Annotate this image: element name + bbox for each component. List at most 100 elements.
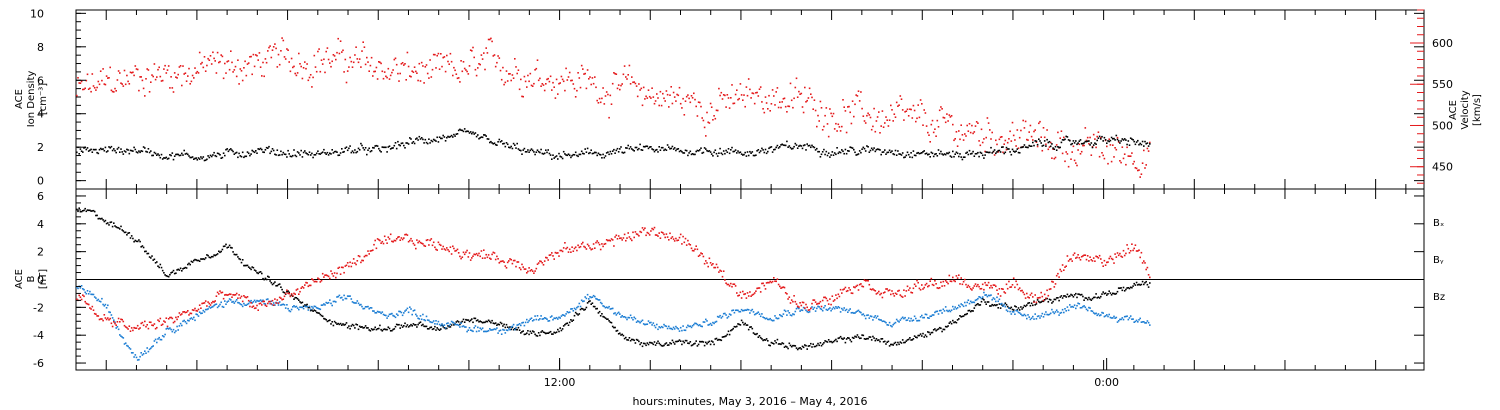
- data-point-velocity: [1008, 138, 1010, 140]
- data-point-velocity: [346, 70, 349, 72]
- data-point-b1: [474, 325, 477, 327]
- data-point-b0: [1088, 296, 1090, 299]
- data-point-density: [907, 153, 910, 156]
- data-point-b2: [400, 237, 403, 239]
- data-point-velocity: [651, 87, 653, 89]
- data-point-velocity: [1121, 146, 1124, 148]
- data-point-b2: [860, 283, 862, 285]
- data-point-b1: [1058, 314, 1060, 316]
- data-point-velocity: [869, 116, 872, 119]
- data-point-b1: [150, 347, 152, 350]
- data-point-b1: [444, 327, 447, 329]
- data-point-b1: [437, 320, 440, 323]
- data-point-b2: [494, 258, 497, 261]
- data-point-b1: [1086, 309, 1089, 312]
- data-point-velocity: [336, 51, 338, 54]
- data-point-b0: [1078, 293, 1081, 296]
- data-point-b2: [1139, 256, 1141, 259]
- data-point-b2: [447, 249, 449, 251]
- data-point-b2: [531, 270, 534, 272]
- data-point-b1: [498, 330, 501, 332]
- data-point-b0: [1129, 286, 1132, 289]
- data-point-b2: [195, 309, 197, 312]
- data-point-velocity: [450, 60, 453, 63]
- data-point-velocity: [276, 66, 279, 68]
- data-point-b2: [1109, 255, 1112, 258]
- data-point-density: [1021, 146, 1023, 149]
- data-point-density: [362, 147, 364, 149]
- data-point-b2: [524, 268, 527, 270]
- data-point-b0: [252, 266, 255, 269]
- data-point-velocity: [120, 82, 122, 84]
- data-point-b2: [904, 295, 906, 297]
- data-point-b2: [1049, 288, 1052, 290]
- data-point-b1: [668, 325, 670, 328]
- data-point-velocity: [984, 150, 986, 153]
- data-point-velocity: [128, 83, 131, 85]
- data-point-b2: [578, 246, 581, 249]
- data-point-density: [668, 146, 670, 148]
- data-point-density: [172, 158, 175, 161]
- data-point-velocity: [1097, 131, 1100, 133]
- data-point-b1: [98, 300, 101, 302]
- data-point-b2: [1089, 256, 1091, 258]
- data-point-b2: [1101, 262, 1103, 264]
- data-point-b2: [436, 249, 438, 251]
- data-point-velocity: [545, 83, 547, 85]
- data-point-b0: [570, 319, 572, 321]
- data-point-velocity: [178, 66, 181, 68]
- data-point-b1: [761, 313, 763, 315]
- data-point-velocity: [866, 114, 868, 117]
- data-point-velocity: [461, 70, 464, 73]
- data-point-b2: [394, 239, 397, 242]
- data-point-b2: [1017, 288, 1020, 291]
- data-point-density: [1023, 144, 1026, 146]
- data-point-b0: [463, 321, 466, 323]
- data-point-b1: [453, 322, 455, 324]
- data-point-b1: [346, 295, 349, 297]
- data-point-b2: [998, 288, 1001, 290]
- data-point-b1: [582, 300, 584, 303]
- data-point-b2: [255, 307, 257, 309]
- data-point-b1: [326, 302, 329, 304]
- data-point-b1: [413, 309, 416, 311]
- data-point-b1: [77, 287, 79, 290]
- data-point-b0: [496, 324, 498, 326]
- data-point-b0: [1066, 293, 1069, 296]
- data-point-density: [130, 149, 133, 152]
- data-point-density: [869, 149, 872, 152]
- data-point-density: [666, 144, 669, 146]
- data-point-velocity: [405, 79, 407, 81]
- data-point-density: [980, 152, 983, 154]
- data-point-b0: [471, 318, 473, 320]
- data-point-density: [86, 147, 89, 149]
- data-point-b0: [1065, 296, 1067, 298]
- tick-label: 550: [1432, 78, 1453, 91]
- data-point-b1: [424, 319, 427, 322]
- data-point-b2: [418, 240, 421, 242]
- data-point-density: [215, 155, 218, 158]
- data-point-b1: [1126, 315, 1128, 317]
- data-point-velocity: [841, 125, 843, 128]
- data-point-density: [622, 152, 625, 154]
- data-point-velocity: [522, 95, 524, 98]
- data-point-b0: [220, 250, 222, 253]
- data-point-density: [387, 146, 390, 148]
- data-point-b0: [523, 333, 526, 336]
- data-point-velocity: [465, 69, 467, 71]
- data-point-velocity: [625, 76, 627, 78]
- data-point-velocity: [1145, 164, 1147, 166]
- data-point-density: [1107, 140, 1109, 142]
- data-point-density: [1066, 136, 1069, 138]
- data-point-b1: [992, 297, 995, 299]
- data-point-b1: [597, 299, 600, 301]
- data-point-b0: [767, 340, 769, 342]
- data-point-velocity: [627, 74, 629, 76]
- data-point-density: [935, 153, 937, 155]
- data-point-b1: [304, 305, 306, 307]
- data-point-b0: [838, 337, 841, 339]
- data-point-velocity: [159, 75, 162, 78]
- data-point-density: [561, 157, 564, 160]
- data-point-b0: [299, 301, 301, 303]
- data-point-b1: [372, 310, 374, 312]
